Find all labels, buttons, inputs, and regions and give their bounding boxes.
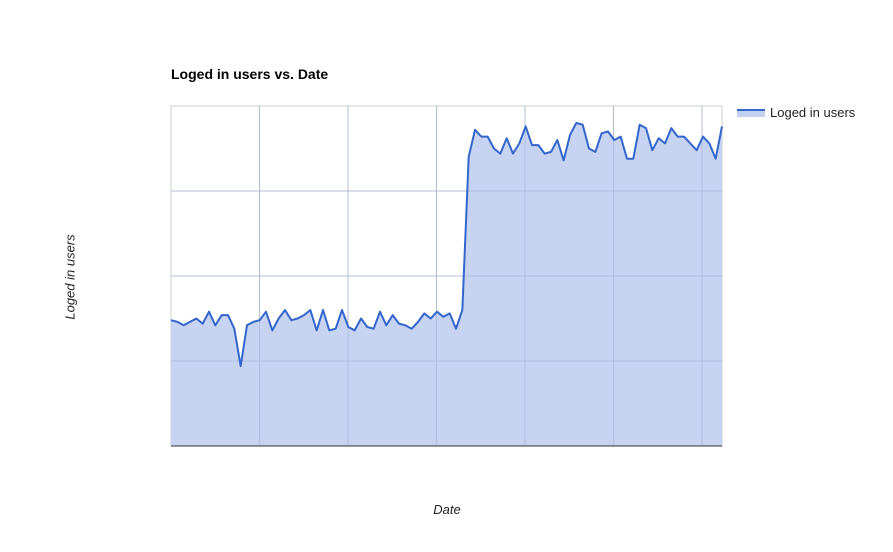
legend-label: Loged in users — [770, 105, 856, 120]
series-line — [170, 122, 723, 368]
legend-swatch — [737, 108, 765, 117]
chart-title: Loged in users vs. Date — [171, 66, 329, 82]
legend: Loged in users — [737, 105, 855, 120]
series-area-fill — [171, 123, 722, 446]
x-axis-label: Date — [433, 502, 461, 517]
